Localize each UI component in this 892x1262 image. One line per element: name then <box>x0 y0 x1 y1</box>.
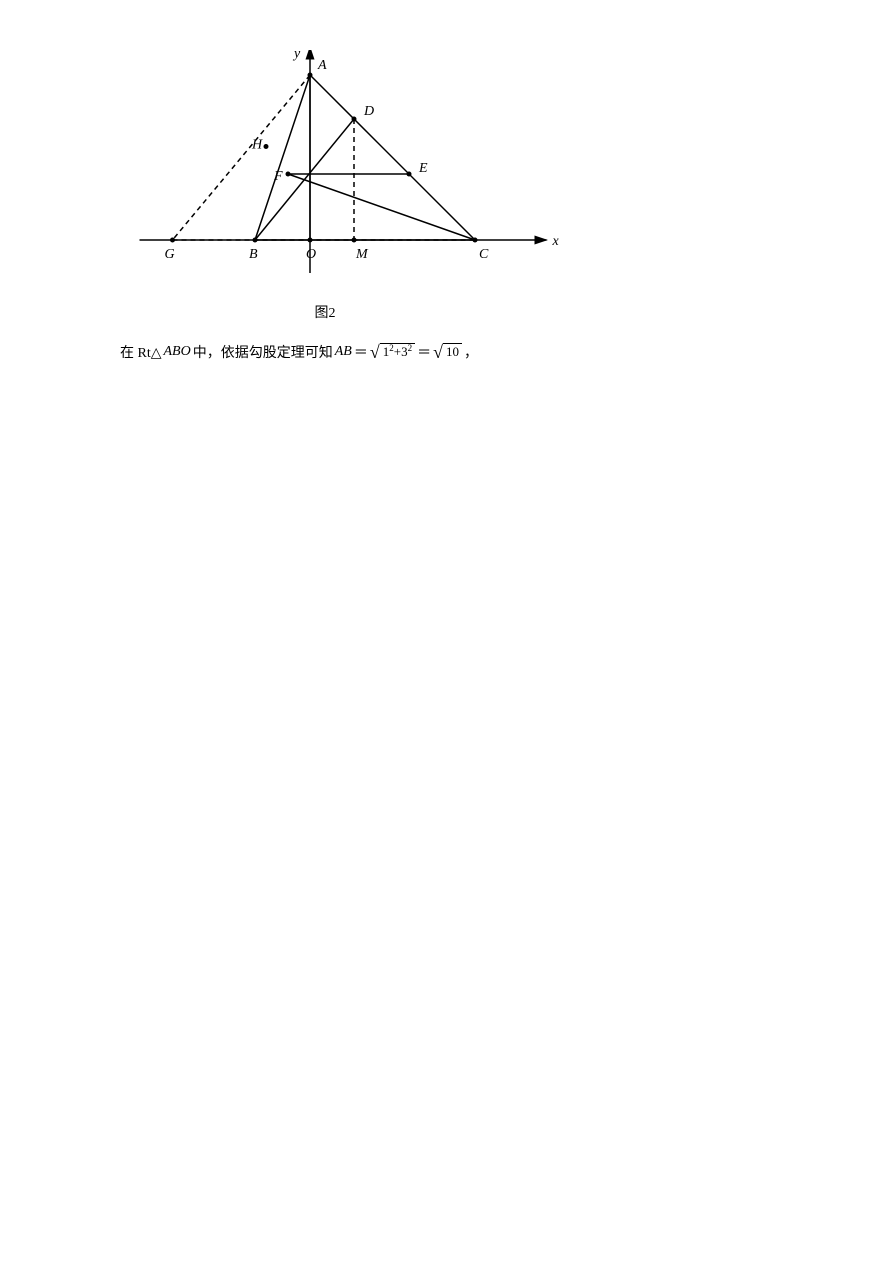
triangle-name: ABO <box>164 344 191 360</box>
equals-2: ＝ <box>417 342 431 362</box>
radical-icon: √ <box>370 343 380 361</box>
text-suffix: ， <box>464 342 478 362</box>
radicand-2: 10 <box>443 343 462 361</box>
geometry-diagram: x y A B C O G M D E F H <box>110 50 610 290</box>
radicand-1: 1 2 + 3 2 <box>380 343 415 361</box>
sqrt-expression-1: √ 1 2 + 3 2 <box>370 343 415 361</box>
text-mid: 中，依据勾股定理可知 <box>193 342 333 362</box>
svg-text:M: M <box>355 247 369 262</box>
svg-text:O: O <box>306 247 316 262</box>
diagram-container: xyABCOGMDEFH 图2 <box>110 50 630 322</box>
var-ab: AB <box>335 344 352 360</box>
radical-icon: √ <box>433 343 443 361</box>
svg-text:G: G <box>165 247 175 262</box>
text-prefix: 在 Rt△ <box>120 342 162 362</box>
figure-caption: 图2 <box>20 302 630 322</box>
sqrt-expression-2: √ 10 <box>433 343 462 361</box>
exp2: 2 <box>408 343 413 355</box>
svg-text:E: E <box>418 161 428 176</box>
equals-1: ＝ <box>354 342 368 362</box>
svg-text:x: x <box>552 234 560 249</box>
svg-text:A: A <box>317 58 327 73</box>
exp1: 2 <box>389 343 394 355</box>
svg-text:H: H <box>251 138 263 153</box>
svg-text:B: B <box>249 247 258 262</box>
svg-text:D: D <box>363 104 374 119</box>
solution-text: 在 Rt△ ABO 中，依据勾股定理可知 AB ＝ √ 1 2 + 3 2 ＝ … <box>120 342 812 362</box>
svg-text:F: F <box>273 169 283 184</box>
svg-text:y: y <box>292 50 301 62</box>
plus: + <box>394 344 401 361</box>
svg-text:C: C <box>479 247 489 262</box>
